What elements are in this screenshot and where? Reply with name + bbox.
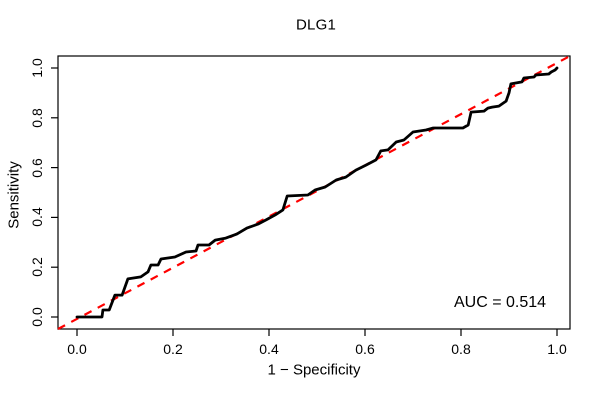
x-tick-label: 0.0 [67, 341, 87, 357]
x-tick-label: 0.2 [163, 341, 183, 357]
y-tick-label: 0.8 [29, 108, 45, 128]
x-tick-label: 1.0 [547, 341, 567, 357]
auc-annotation: AUC = 0.514 [453, 294, 547, 311]
x-tick-label: 0.8 [451, 341, 471, 357]
y-tick-label: 0.0 [29, 307, 45, 327]
x-tick-label: 0.4 [259, 341, 279, 357]
roc-curve [75, 66, 559, 319]
chart-title: DLG1 [296, 16, 336, 34]
plot-box [57, 55, 571, 330]
y-tick-label: 1.0 [29, 58, 45, 78]
y-tick-label: 0.4 [29, 207, 45, 228]
y-tick-label: 0.2 [29, 257, 45, 277]
x-tick-label: 0.6 [355, 341, 375, 357]
y-axis-label: Sensitivity [5, 161, 23, 229]
y-tick-label: 0.6 [29, 157, 45, 178]
reference-line [57, 55, 571, 330]
x-axis-label: 1 − Specificity [267, 361, 361, 379]
